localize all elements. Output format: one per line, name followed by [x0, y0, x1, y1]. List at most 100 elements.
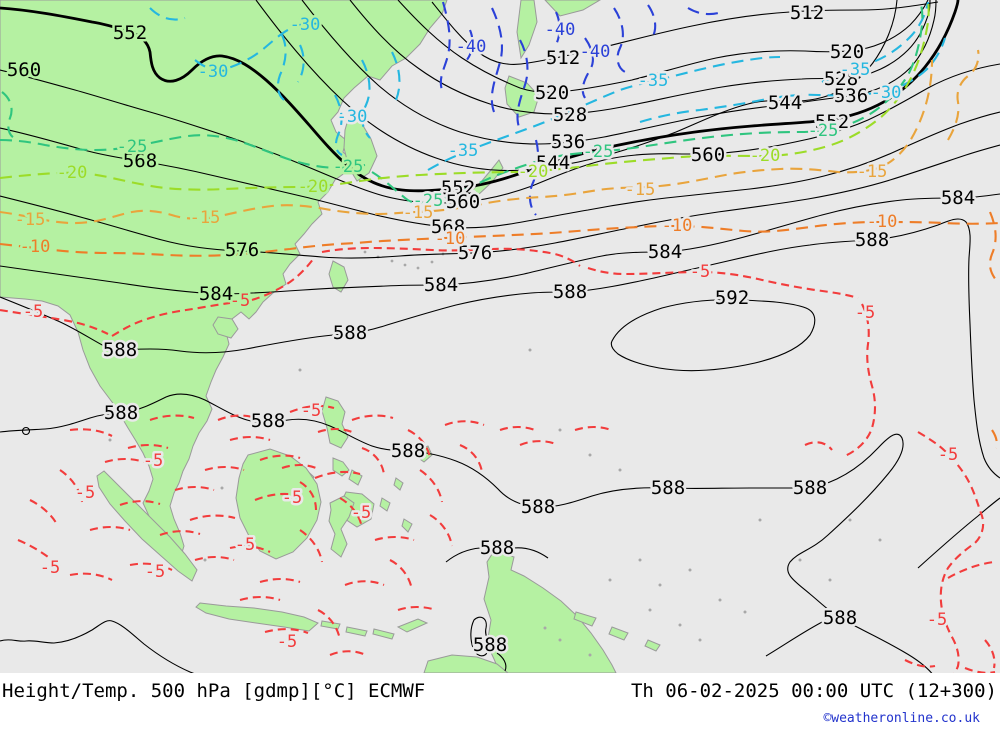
height-contour-label: 588 [251, 410, 285, 432]
map-title: Height/Temp. 500 hPa [gdmp][°C] ECMWF [2, 680, 426, 702]
contour-588-seg-a [445, 547, 481, 563]
temp-contour-label: -20 [750, 146, 781, 166]
land-lesser-sunda3 [372, 628, 395, 640]
temp-line-m25b [371, 171, 429, 205]
temp-contour-label: -40 [580, 42, 611, 62]
land-lesser-sunda2 [345, 626, 368, 637]
copyright-link[interactable]: ©weatheronline.co.uk [823, 711, 980, 726]
temp-line-m35a [427, 55, 781, 171]
contour-588-loop [21, 426, 31, 436]
height-contour-label: 552 [113, 22, 147, 44]
height-contour-label: 512 [790, 2, 824, 24]
height-contour-label: 588 [104, 402, 138, 424]
height-contour-label: 568 [431, 216, 465, 238]
height-contour-label: 552 [815, 111, 849, 133]
footer-bar: Height/Temp. 500 hPa [gdmp][°C] ECMWF Th… [0, 673, 1000, 733]
contour-544 [255, 0, 898, 172]
temp-contour-label: -15 [190, 208, 221, 228]
contour-576 [0, 144, 1000, 259]
temp-contour-label: -25 [808, 121, 839, 141]
temp-contour-label: -5 [927, 610, 947, 630]
land-hainan [212, 316, 239, 339]
temp-contour-label: -5 [301, 401, 321, 421]
temp-line-m40i [647, 4, 657, 39]
contour-520 [397, 0, 929, 93]
height-contour-label: 576 [458, 242, 492, 264]
temp-contour-label: -10 [20, 237, 51, 257]
height-contour-label: 528 [553, 104, 587, 126]
temp-contour-label: -5 [277, 632, 297, 652]
height-contour-label: 588 [553, 281, 587, 303]
temp-line-m5-right [917, 431, 985, 673]
land-moluccas3 [401, 518, 413, 533]
height-contour-label: 588 [521, 496, 555, 518]
temp-contour-label: -15 [857, 162, 888, 182]
height-contour-label: 576 [225, 239, 259, 261]
temp-line-m40f [552, 11, 561, 51]
temp-line-m15-ridge [947, 49, 980, 141]
temp-line-m10 [0, 220, 1000, 257]
temp-contour-label: -10 [435, 229, 466, 249]
height-contour-label: 560 [691, 144, 725, 166]
land-moluccas2 [393, 477, 404, 491]
temp-line-m25edge [1, 91, 15, 139]
temp-line-m5-f [844, 303, 877, 457]
height-contour-label: 528 [824, 68, 858, 90]
height-contour-label: 512 [546, 47, 580, 69]
temp-line-m25a [0, 134, 366, 170]
height-contour-label: 588 [391, 440, 425, 462]
contour-588-blob [470, 616, 489, 657]
temp-line-m40g [581, 37, 594, 99]
temp-line-m30e [334, 94, 343, 156]
temp-line-m40h [613, 7, 626, 73]
temp-line-m5-c [251, 257, 315, 302]
contour-588-pacific-se [917, 497, 1000, 569]
temp-line-m30c [276, 34, 287, 101]
height-contour-label: 552 [441, 177, 475, 199]
temp-contour-label: -35 [638, 71, 669, 91]
contour-512 [431, 1, 939, 65]
map-canvas: 552 560 568 576 584 588 588 512 520 528 536 544 552 5… [0, 0, 1000, 673]
height-contour-label: 588 [473, 634, 507, 656]
contour-588-australia [0, 620, 195, 673]
height-contour-label: 544 [768, 92, 802, 114]
temp-contour-label: -5 [282, 488, 302, 508]
height-contour-label: 568 [123, 150, 157, 172]
temp-line-m40b [464, 29, 474, 63]
height-contour-label: 520 [535, 82, 569, 104]
height-contour-label: 588 [333, 322, 367, 344]
height-contour-label: 588 [823, 607, 857, 629]
temp-contour-label: -30 [290, 15, 321, 35]
land-luzon [321, 396, 349, 449]
temp-line-m5-r2 [947, 560, 995, 579]
temp-line-m35b [821, 1, 930, 83]
height-contour-label: 588 [651, 477, 685, 499]
height-contour-label: 560 [7, 59, 41, 81]
contour-552-thick [0, 0, 960, 193]
height-contour-label: 584 [648, 241, 682, 263]
temp-contour-label: -5 [40, 558, 60, 578]
land-new-britain [573, 611, 597, 627]
temp-contour-label: -5 [351, 503, 371, 523]
temp-line-m30a [149, 7, 186, 21]
land-kuril [544, 0, 601, 17]
temp-line-m20 [0, 0, 930, 191]
contour-592-high [610, 299, 816, 372]
temp-line-m5-d [321, 246, 581, 267]
temp-contour-label: -25 [333, 157, 364, 177]
temp-contour-label: -25 [413, 191, 444, 211]
temp-contour-label: -40 [545, 20, 576, 40]
contour-568 [0, 111, 1000, 229]
temp-line-m30b [194, 22, 319, 71]
land-timor [396, 618, 429, 633]
height-contour-label: 536 [551, 131, 585, 153]
temp-line-m30f [361, 59, 371, 139]
temp-contour-label: -5 [938, 445, 958, 465]
temp-line-m10-edge [988, 211, 997, 281]
contour-588-southeast [765, 619, 827, 657]
land-java [195, 602, 319, 632]
temp-scatter-m5 [17, 404, 612, 656]
temp-contour-label: -10 [867, 212, 898, 232]
land-sumatra [96, 470, 198, 582]
temp-line-m5-r5 [984, 639, 996, 669]
